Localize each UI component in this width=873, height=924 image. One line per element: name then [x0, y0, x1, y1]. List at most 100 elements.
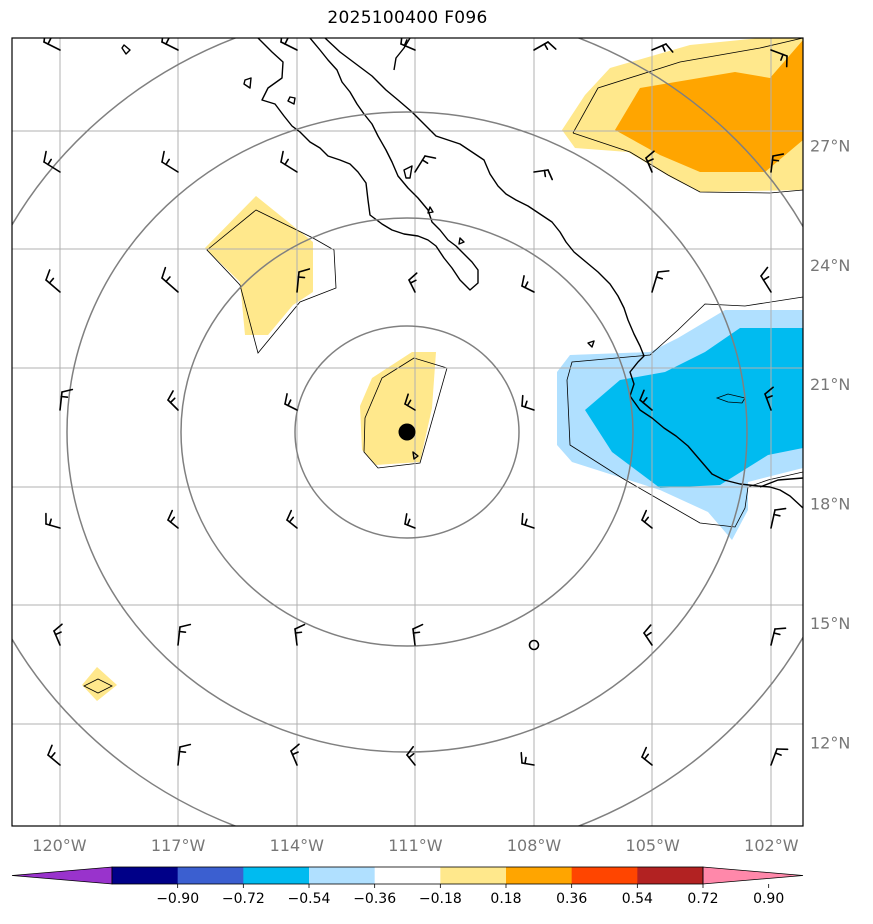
colorbar-extend-high: [702, 866, 804, 885]
colorbar: −0.90 −0.72 −0.54 −0.36 −0.18 0.18 0.36 0.54 0.7…: [11, 866, 804, 907]
wind-barb-icon: [770, 748, 789, 766]
wind-barb-icon: [533, 41, 557, 51]
latitude-tick-label: 24°N: [810, 256, 850, 275]
colorbar-level-label: −0.18: [419, 891, 462, 907]
wind-barb-icon: [284, 393, 298, 411]
wind-barb-icon: [760, 266, 772, 293]
wind-barb-icon: [177, 623, 192, 646]
wind-barb-icon: [177, 743, 192, 766]
wind-barb-icon: [643, 624, 653, 646]
wind-barb-icon: [408, 272, 418, 293]
wind-barb-icon: [53, 623, 63, 646]
anomaly-region-center-yellow: [360, 352, 436, 465]
latitude-tick-label: 15°N: [810, 614, 850, 633]
wind-barb-icon: [45, 269, 61, 293]
range-ring-2: [180, 217, 634, 647]
wind-barb-icon: [412, 623, 424, 646]
wind-barb-icon: [59, 388, 74, 411]
wind-barb-icon: [161, 266, 179, 293]
colorbar-level-label: −0.90: [156, 891, 199, 907]
graticule: [12, 38, 803, 826]
colorbar-segment: [637, 867, 704, 884]
latitude-tick-label: 18°N: [810, 495, 850, 514]
colorbar-segment: [243, 867, 310, 884]
latitude-tick-label: 21°N: [810, 375, 850, 394]
wind-barb-icon: [651, 43, 674, 53]
wind-barbs: [43, 38, 789, 766]
coastlines: [121, 38, 803, 509]
wind-barb-icon: [770, 507, 787, 529]
wind-barb-icon: [45, 512, 61, 529]
wind-barb-icon: [645, 150, 655, 173]
wind-barb-icon: [533, 169, 554, 181]
colorbar-level-label: 0.18: [490, 891, 521, 907]
wind-barb-icon: [47, 744, 61, 766]
colorbar-segment: [309, 867, 376, 884]
wind-barb-icon: [404, 513, 416, 529]
map-frame: [11, 37, 804, 827]
wind-barb-icon: [43, 38, 61, 51]
colorbar-level-label: 0.54: [622, 891, 653, 907]
colorbar-level-label: −0.36: [353, 891, 396, 907]
wind-barb-icon: [286, 509, 298, 529]
colorbar-level-label: 0.36: [556, 891, 587, 907]
colorbar-level-label: −0.54: [288, 891, 331, 907]
wind-barb-icon: [406, 745, 416, 766]
colorbar-segment: [374, 867, 441, 884]
latitude-tick-label: 27°N: [810, 136, 850, 155]
range-ring-1: [294, 325, 520, 539]
wind-barb-icon: [400, 38, 416, 51]
range-ring-3: [66, 111, 748, 753]
wind-barb-icon: [404, 393, 416, 411]
wind-barb-icon: [639, 389, 653, 411]
calm-wind-circle-icon: [528, 639, 540, 651]
colorbar-level-label: 0.72: [687, 891, 718, 907]
longitude-tick-label: 111°W: [388, 836, 443, 855]
colorbar-extend-low: [11, 866, 113, 885]
wind-barb-icon: [521, 512, 535, 529]
wind-barb-icon: [520, 751, 535, 766]
wind-barb-icon: [161, 150, 179, 173]
wind-barb-icon: [294, 623, 306, 646]
wind-barb-icon: [280, 38, 298, 51]
wind-barb-icon: [770, 49, 788, 68]
wind-barb-icon: [521, 275, 535, 293]
wind-barb-icon: [280, 150, 298, 173]
anomaly-region-west-yellow: [205, 196, 313, 335]
colorbar-segment: [177, 867, 244, 884]
map-plot-area: [12, 38, 803, 826]
range-rings: [12, 38, 803, 826]
wind-barb-icon: [43, 150, 61, 173]
wind-barb-icon: [764, 386, 774, 411]
colorbar-segment: [112, 867, 179, 884]
wind-barb-icon: [296, 268, 311, 293]
longitude-tick-label: 114°W: [270, 836, 325, 855]
anomaly-region-southwest-yellow: [82, 667, 117, 701]
longitude-tick-label: 117°W: [151, 836, 206, 855]
latitude-tick-label: 12°N: [810, 733, 850, 752]
wind-barb-icon: [290, 743, 300, 766]
wind-barb-icon: [521, 394, 535, 411]
wind-barb-icon: [641, 746, 653, 766]
wind-barb-icon: [167, 509, 179, 529]
wind-barb-icon: [770, 153, 785, 173]
colorbar-level-label: 0.90: [753, 891, 784, 907]
wind-barb-icon: [641, 509, 653, 529]
contour-lines: [83, 38, 803, 694]
longitude-tick-label: 120°W: [32, 836, 87, 855]
colorbar-segment: [571, 867, 638, 884]
storm-center-dot-icon: [398, 423, 416, 441]
wind-barb-icon: [770, 627, 787, 646]
latitude-tick-labels: 27°N 24°N 21°N 18°N 15°N 12°N: [810, 136, 850, 752]
longitude-tick-label: 102°W: [744, 836, 799, 855]
anomaly-region-northeast-orange: [615, 40, 803, 172]
wind-barb-icon: [651, 270, 670, 293]
longitude-tick-label: 108°W: [507, 836, 562, 855]
longitude-tick-labels: 120°W 117°W 114°W 111°W 108°W 105°W 102°W: [32, 836, 798, 855]
longitude-tick-label: 105°W: [626, 836, 681, 855]
wind-barb-icon: [414, 155, 437, 173]
colorbar-segment: [506, 867, 573, 884]
colorbar-level-label: −0.72: [222, 891, 265, 907]
colorbar-segment: [440, 867, 507, 884]
